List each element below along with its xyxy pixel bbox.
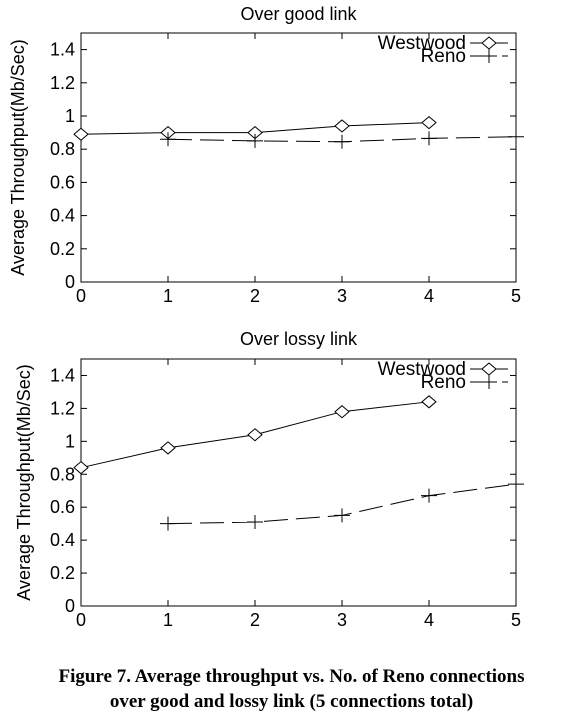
caption-line-2: over good and lossy link (5 connections … xyxy=(109,691,474,712)
y-tick-label: 1 xyxy=(65,431,75,451)
y-axis-label: Average Throughput(Mb/Sec) xyxy=(14,364,34,600)
data-point-westwood xyxy=(73,127,89,141)
legend-label-westwood: Westwood xyxy=(378,33,466,54)
x-tick-label: 2 xyxy=(250,286,260,306)
legend-label-westwood: Westwood xyxy=(378,359,466,380)
caption-line-1: Figure 7. Average throughput vs. No. of … xyxy=(58,666,525,687)
chart-title: Over lossy link xyxy=(240,329,358,349)
y-tick-label: 0 xyxy=(65,596,75,616)
legend-marker-reno xyxy=(481,49,497,63)
x-tick-label: 3 xyxy=(337,610,347,630)
chart-panel-1: Over good link Average Throughput(Mb/Sec)… xyxy=(8,4,524,306)
y-tick-label: 0.6 xyxy=(50,497,75,517)
data-point-westwood xyxy=(334,119,350,133)
data-point-reno xyxy=(508,477,524,492)
data-point-reno xyxy=(247,133,263,148)
x-tick-label: 2 xyxy=(250,610,260,630)
legend-marker-reno xyxy=(481,375,497,389)
data-point-reno xyxy=(421,488,437,503)
y-tick-label: 0.4 xyxy=(50,530,75,550)
data-point-westwood xyxy=(421,395,437,409)
x-tick-label: 4 xyxy=(424,610,434,630)
x-tick-label: 0 xyxy=(76,286,86,306)
data-point-westwood xyxy=(73,461,89,475)
x-tick-label: 5 xyxy=(511,286,521,306)
y-tick-label: 0.8 xyxy=(50,139,75,159)
y-tick-label: 0.2 xyxy=(50,563,75,583)
data-point-westwood xyxy=(160,441,176,455)
x-tick-label: 1 xyxy=(163,610,173,630)
figure-caption: Figure 7. Average throughput vs. No. of … xyxy=(0,664,583,714)
x-tick-label: 3 xyxy=(337,286,347,306)
y-tick-label: 0.6 xyxy=(50,172,75,192)
y-tick-label: 0.4 xyxy=(50,206,75,226)
data-point-reno xyxy=(247,515,263,530)
y-axis-label: Average Throughput(Mb/Sec) xyxy=(8,39,28,275)
y-tick-label: 0.2 xyxy=(50,239,75,259)
legend-label-reno: Reno xyxy=(421,372,466,393)
data-point-reno xyxy=(421,131,437,146)
legend-marker-westwood xyxy=(481,36,497,50)
x-tick-label: 4 xyxy=(424,286,434,306)
data-point-westwood xyxy=(334,405,350,419)
y-tick-label: 1 xyxy=(65,106,75,126)
data-point-westwood xyxy=(421,115,437,130)
legend-marker-westwood xyxy=(481,362,497,376)
plot-frame xyxy=(80,32,517,283)
y-tick-label: 1.4 xyxy=(50,365,75,385)
y-tick-label: 0.8 xyxy=(50,464,75,484)
plot-frame xyxy=(80,358,517,607)
data-point-reno xyxy=(334,134,350,149)
chart-title: Over good link xyxy=(240,4,357,24)
data-point-westwood xyxy=(247,428,263,442)
y-tick-label: 1.2 xyxy=(50,73,75,93)
data-point-reno xyxy=(160,516,176,531)
y-tick-label: 0 xyxy=(65,272,75,292)
y-tick-label: 1.2 xyxy=(50,398,75,418)
y-tick-label: 1.4 xyxy=(50,40,75,60)
chart-panel-2: Over lossy link Average Throughput(Mb/Sec… xyxy=(14,329,524,630)
data-point-reno xyxy=(160,132,176,147)
x-tick-label: 0 xyxy=(76,610,86,630)
figure-charts: Over good link Average Throughput(Mb/Sec)… xyxy=(8,4,524,630)
data-point-reno xyxy=(508,129,524,144)
x-tick-label: 5 xyxy=(511,610,521,630)
data-point-reno xyxy=(334,508,350,523)
x-tick-label: 1 xyxy=(163,286,173,306)
legend-label-reno: Reno xyxy=(421,46,466,67)
